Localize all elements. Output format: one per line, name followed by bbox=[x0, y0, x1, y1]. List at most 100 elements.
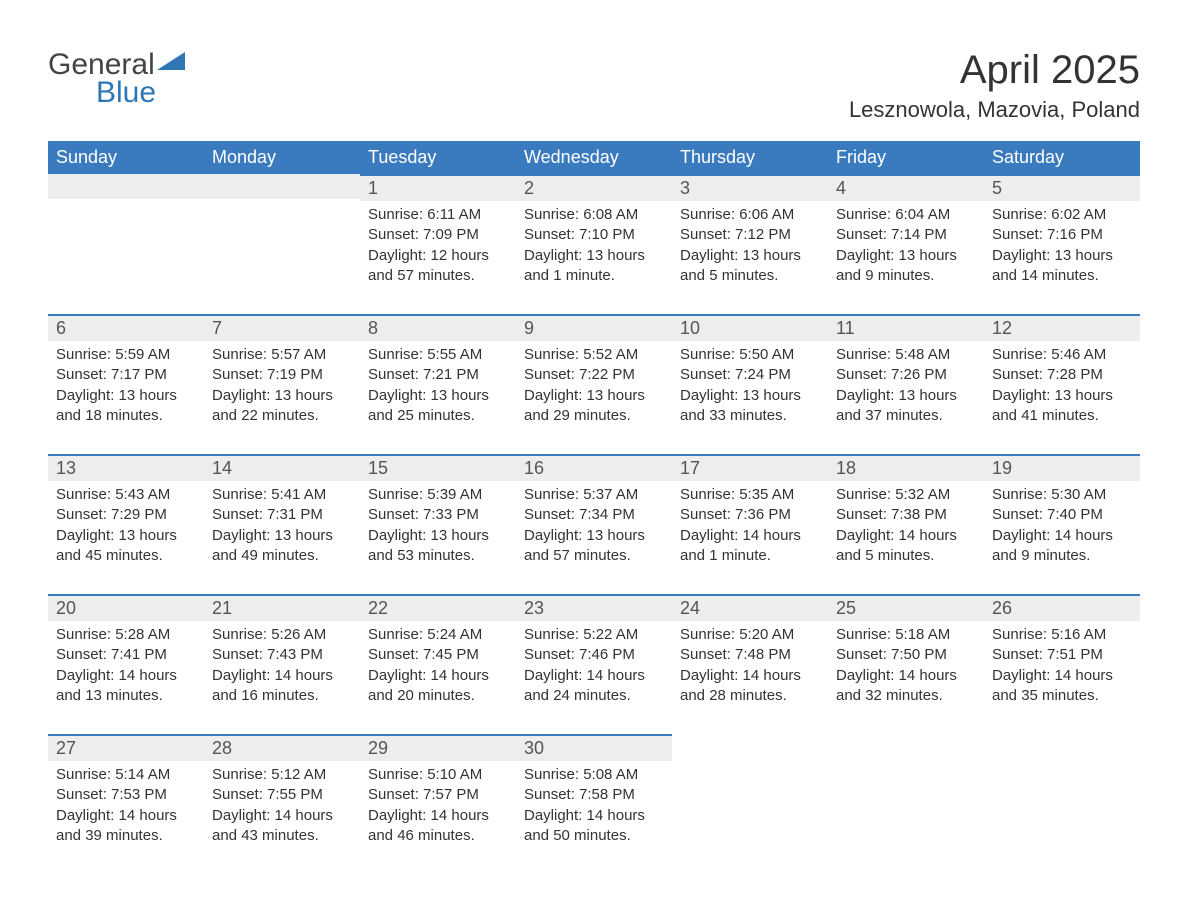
day-info-line: Daylight: 14 hours bbox=[368, 806, 508, 826]
calendar-day-cell: 12Sunrise: 5:46 AMSunset: 7:28 PMDayligh… bbox=[984, 314, 1140, 454]
day-info-line: Sunset: 7:41 PM bbox=[56, 645, 196, 665]
day-body: Sunrise: 5:24 AMSunset: 7:45 PMDaylight:… bbox=[360, 621, 516, 734]
day-info-line: and 1 minute. bbox=[680, 546, 820, 566]
day-number: 28 bbox=[204, 736, 360, 761]
day-info-line: and 24 minutes. bbox=[524, 686, 664, 706]
calendar-day-cell: 7Sunrise: 5:57 AMSunset: 7:19 PMDaylight… bbox=[204, 314, 360, 454]
day-info-line: and 5 minutes. bbox=[836, 546, 976, 566]
day-number: 9 bbox=[516, 316, 672, 341]
day-number: 25 bbox=[828, 596, 984, 621]
day-body: Sunrise: 5:10 AMSunset: 7:57 PMDaylight:… bbox=[360, 761, 516, 874]
day-body: Sunrise: 5:32 AMSunset: 7:38 PMDaylight:… bbox=[828, 481, 984, 594]
day-info-line: and 35 minutes. bbox=[992, 686, 1132, 706]
day-info-line: and 57 minutes. bbox=[524, 546, 664, 566]
day-info-line: Sunrise: 5:16 AM bbox=[992, 625, 1132, 645]
day-info-line: Daylight: 13 hours bbox=[680, 246, 820, 266]
day-body: Sunrise: 5:12 AMSunset: 7:55 PMDaylight:… bbox=[204, 761, 360, 874]
day-body: Sunrise: 5:50 AMSunset: 7:24 PMDaylight:… bbox=[672, 341, 828, 454]
day-number: 15 bbox=[360, 456, 516, 481]
weekday-header: Sunday bbox=[48, 141, 204, 174]
day-info-line: and 20 minutes. bbox=[368, 686, 508, 706]
day-number: 14 bbox=[204, 456, 360, 481]
day-info-line: Daylight: 13 hours bbox=[992, 386, 1132, 406]
day-number: 17 bbox=[672, 456, 828, 481]
day-number: 26 bbox=[984, 596, 1140, 621]
day-body: Sunrise: 5:37 AMSunset: 7:34 PMDaylight:… bbox=[516, 481, 672, 594]
day-number: 2 bbox=[516, 176, 672, 201]
day-number: 18 bbox=[828, 456, 984, 481]
header: General Blue April 2025 Lesznowola, Mazo… bbox=[48, 48, 1140, 123]
logo-text-blue: Blue bbox=[96, 76, 185, 110]
calendar-day-cell: 4Sunrise: 6:04 AMSunset: 7:14 PMDaylight… bbox=[828, 174, 984, 314]
day-info-line: and 37 minutes. bbox=[836, 406, 976, 426]
calendar-day-cell bbox=[672, 734, 828, 874]
day-number: 10 bbox=[672, 316, 828, 341]
day-info-line: and 22 minutes. bbox=[212, 406, 352, 426]
day-info-line: Daylight: 14 hours bbox=[524, 806, 664, 826]
day-body: Sunrise: 5:18 AMSunset: 7:50 PMDaylight:… bbox=[828, 621, 984, 734]
calendar-day-cell: 19Sunrise: 5:30 AMSunset: 7:40 PMDayligh… bbox=[984, 454, 1140, 594]
day-body: Sunrise: 6:06 AMSunset: 7:12 PMDaylight:… bbox=[672, 201, 828, 314]
calendar-table: Sunday Monday Tuesday Wednesday Thursday… bbox=[48, 141, 1140, 874]
day-body: Sunrise: 5:43 AMSunset: 7:29 PMDaylight:… bbox=[48, 481, 204, 594]
calendar-day-cell: 5Sunrise: 6:02 AMSunset: 7:16 PMDaylight… bbox=[984, 174, 1140, 314]
day-number: 16 bbox=[516, 456, 672, 481]
day-body-empty bbox=[204, 199, 360, 231]
location-subtitle: Lesznowola, Mazovia, Poland bbox=[849, 97, 1140, 123]
day-number-empty bbox=[204, 174, 360, 199]
day-number: 19 bbox=[984, 456, 1140, 481]
day-info-line: Sunset: 7:09 PM bbox=[368, 225, 508, 245]
weekday-header: Thursday bbox=[672, 141, 828, 174]
day-info-line: Daylight: 12 hours bbox=[368, 246, 508, 266]
day-info-line: Sunrise: 5:08 AM bbox=[524, 765, 664, 785]
day-info-line: Daylight: 14 hours bbox=[56, 666, 196, 686]
calendar-day-cell: 23Sunrise: 5:22 AMSunset: 7:46 PMDayligh… bbox=[516, 594, 672, 734]
day-info-line: Daylight: 13 hours bbox=[524, 526, 664, 546]
day-body: Sunrise: 5:41 AMSunset: 7:31 PMDaylight:… bbox=[204, 481, 360, 594]
day-info-line: Sunset: 7:24 PM bbox=[680, 365, 820, 385]
day-info-line: Sunrise: 5:50 AM bbox=[680, 345, 820, 365]
month-title: April 2025 bbox=[849, 48, 1140, 93]
day-info-line: Sunset: 7:16 PM bbox=[992, 225, 1132, 245]
day-body: Sunrise: 5:08 AMSunset: 7:58 PMDaylight:… bbox=[516, 761, 672, 874]
day-info-line: and 9 minutes. bbox=[836, 266, 976, 286]
day-info-line: Daylight: 14 hours bbox=[992, 666, 1132, 686]
calendar-day-cell: 29Sunrise: 5:10 AMSunset: 7:57 PMDayligh… bbox=[360, 734, 516, 874]
calendar-day-cell: 21Sunrise: 5:26 AMSunset: 7:43 PMDayligh… bbox=[204, 594, 360, 734]
day-info-line: Sunset: 7:50 PM bbox=[836, 645, 976, 665]
day-info-line: and 39 minutes. bbox=[56, 826, 196, 846]
day-body: Sunrise: 6:04 AMSunset: 7:14 PMDaylight:… bbox=[828, 201, 984, 314]
calendar-day-cell: 20Sunrise: 5:28 AMSunset: 7:41 PMDayligh… bbox=[48, 594, 204, 734]
day-body: Sunrise: 5:35 AMSunset: 7:36 PMDaylight:… bbox=[672, 481, 828, 594]
day-info-line: Sunrise: 5:57 AM bbox=[212, 345, 352, 365]
day-info-line: Daylight: 13 hours bbox=[368, 386, 508, 406]
calendar-day-cell bbox=[204, 174, 360, 314]
calendar-day-cell: 3Sunrise: 6:06 AMSunset: 7:12 PMDaylight… bbox=[672, 174, 828, 314]
day-info-line: Sunset: 7:10 PM bbox=[524, 225, 664, 245]
day-info-line: Sunset: 7:46 PM bbox=[524, 645, 664, 665]
day-info-line: Sunset: 7:17 PM bbox=[56, 365, 196, 385]
day-info-line: Sunset: 7:36 PM bbox=[680, 505, 820, 525]
day-info-line: Sunrise: 6:04 AM bbox=[836, 205, 976, 225]
weekday-header: Friday bbox=[828, 141, 984, 174]
day-info-line: Sunset: 7:19 PM bbox=[212, 365, 352, 385]
day-info-line: Daylight: 14 hours bbox=[368, 666, 508, 686]
calendar-day-cell: 8Sunrise: 5:55 AMSunset: 7:21 PMDaylight… bbox=[360, 314, 516, 454]
day-info-line: and 1 minute. bbox=[524, 266, 664, 286]
day-info-line: Sunrise: 6:08 AM bbox=[524, 205, 664, 225]
day-info-line: Sunrise: 5:37 AM bbox=[524, 485, 664, 505]
calendar-day-cell: 10Sunrise: 5:50 AMSunset: 7:24 PMDayligh… bbox=[672, 314, 828, 454]
day-info-line: Sunrise: 5:10 AM bbox=[368, 765, 508, 785]
day-number: 27 bbox=[48, 736, 204, 761]
weekday-header: Saturday bbox=[984, 141, 1140, 174]
day-info-line: Sunset: 7:28 PM bbox=[992, 365, 1132, 385]
calendar-day-cell: 26Sunrise: 5:16 AMSunset: 7:51 PMDayligh… bbox=[984, 594, 1140, 734]
day-info-line: Sunset: 7:58 PM bbox=[524, 785, 664, 805]
day-body: Sunrise: 5:14 AMSunset: 7:53 PMDaylight:… bbox=[48, 761, 204, 874]
day-number-empty bbox=[48, 174, 204, 199]
day-info-line: Sunrise: 5:35 AM bbox=[680, 485, 820, 505]
calendar-day-cell: 18Sunrise: 5:32 AMSunset: 7:38 PMDayligh… bbox=[828, 454, 984, 594]
day-info-line: and 43 minutes. bbox=[212, 826, 352, 846]
day-number: 20 bbox=[48, 596, 204, 621]
day-info-line: Sunrise: 5:20 AM bbox=[680, 625, 820, 645]
